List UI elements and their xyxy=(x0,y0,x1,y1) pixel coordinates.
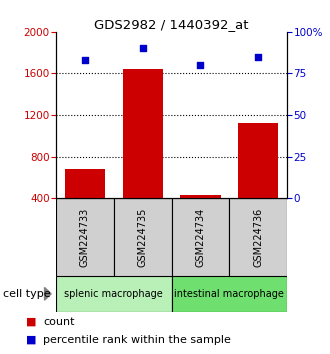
Bar xyxy=(229,198,287,276)
Point xyxy=(256,54,261,59)
Text: GSM224733: GSM224733 xyxy=(80,207,90,267)
Bar xyxy=(122,69,163,240)
Text: GSM224736: GSM224736 xyxy=(253,207,263,267)
Bar xyxy=(65,169,105,240)
Bar xyxy=(56,198,114,276)
Text: intestinal macrophage: intestinal macrophage xyxy=(175,289,284,299)
Text: ■: ■ xyxy=(26,317,37,327)
Bar xyxy=(180,195,221,240)
Text: GSM224734: GSM224734 xyxy=(195,207,206,267)
Text: cell type: cell type xyxy=(3,289,51,299)
Text: splenic macrophage: splenic macrophage xyxy=(64,289,163,299)
Bar xyxy=(238,124,279,240)
Bar xyxy=(172,198,229,276)
Text: ■: ■ xyxy=(26,335,37,345)
Point xyxy=(140,46,146,51)
Text: percentile rank within the sample: percentile rank within the sample xyxy=(43,335,231,345)
Bar xyxy=(56,276,172,312)
Point xyxy=(82,57,88,63)
Bar xyxy=(172,276,287,312)
Bar xyxy=(114,198,172,276)
Text: count: count xyxy=(43,317,74,327)
Polygon shape xyxy=(45,287,51,300)
Title: GDS2982 / 1440392_at: GDS2982 / 1440392_at xyxy=(94,18,249,31)
Point xyxy=(198,62,203,68)
Text: GSM224735: GSM224735 xyxy=(138,207,148,267)
